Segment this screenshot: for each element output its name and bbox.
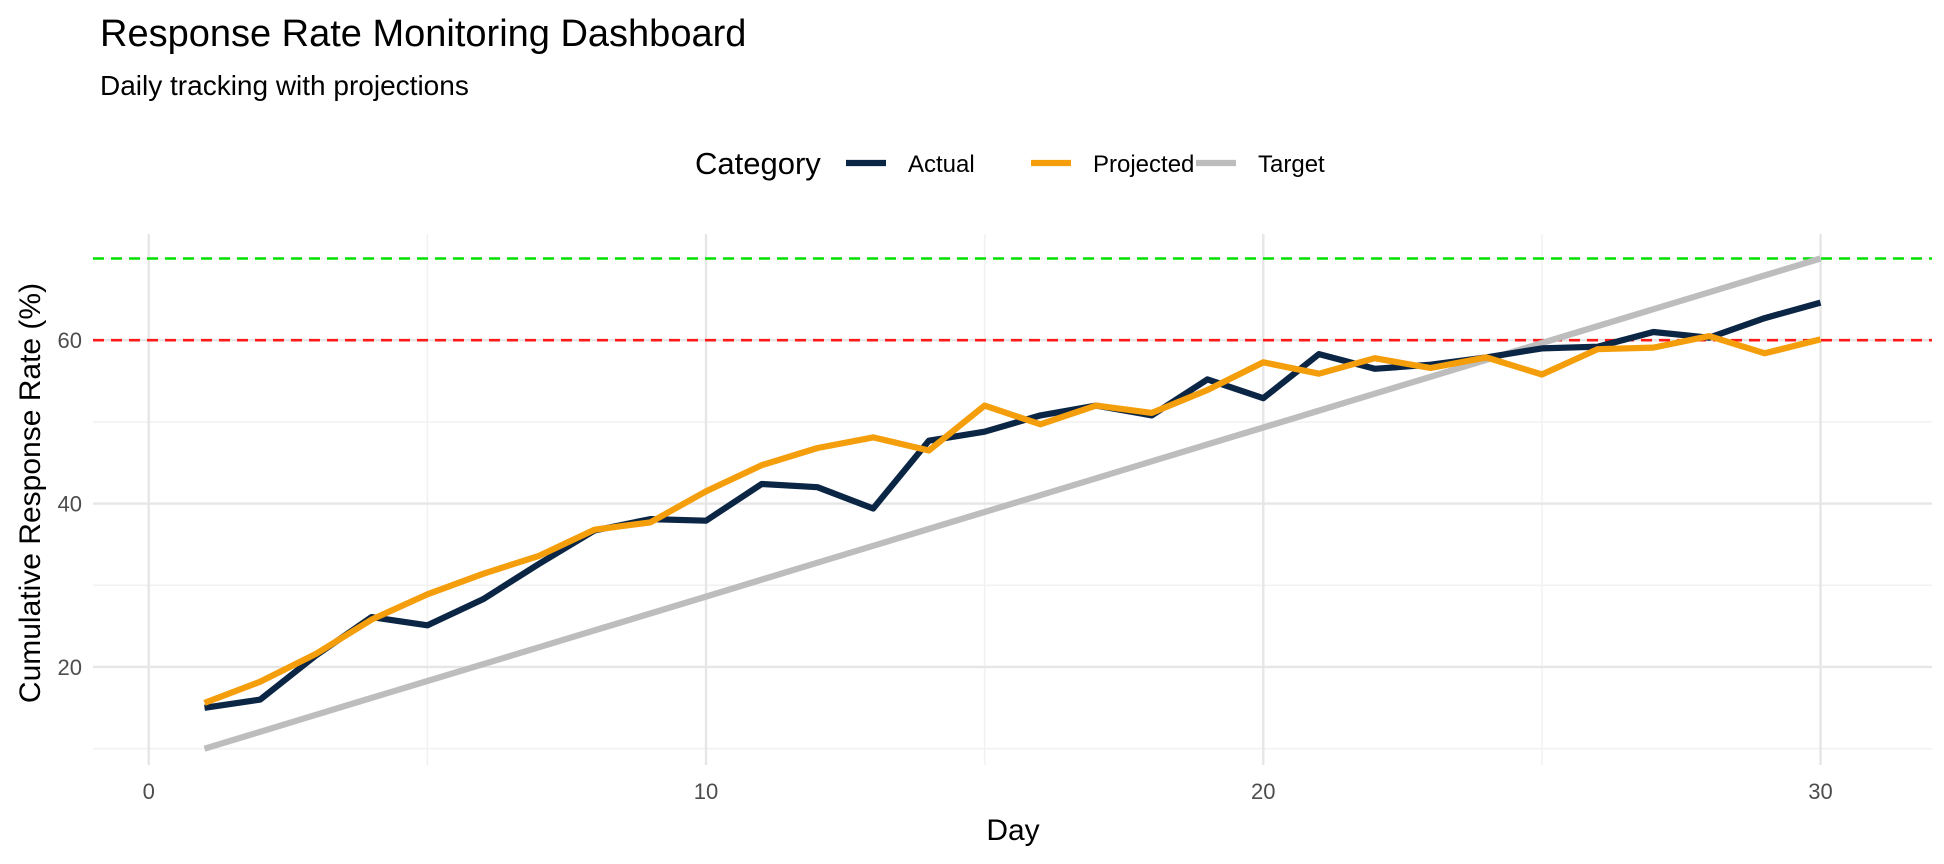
x-tick-label: 10 [694, 779, 718, 804]
legend-label-actual: Actual [908, 151, 975, 178]
x-tick-label: 30 [1808, 779, 1832, 804]
series-line-actual [204, 299, 1822, 711]
y-tick-label: 20 [58, 655, 82, 680]
grid [93, 234, 1932, 765]
x-axis-title: Day [986, 814, 1039, 847]
tick-labels: 0 10 20 30 20 40 60 [58, 328, 1833, 804]
chart-title: Response Rate Monitoring Dashboard [100, 13, 746, 55]
legend-title: Category [695, 146, 821, 181]
series-line-projected [203, 333, 1822, 706]
series-line-target [203, 255, 1822, 752]
y-tick-label: 40 [58, 492, 82, 517]
legend-label-projected: Projected [1093, 151, 1194, 178]
legend-label-target: Target [1258, 151, 1325, 178]
chart-subtitle: Daily tracking with projections [100, 70, 469, 101]
y-axis-title: Cumulative Response Rate (%) [14, 283, 47, 703]
series-group [203, 255, 1822, 752]
legend: Category Actual Projected Target [695, 146, 1325, 181]
reference-lines [93, 257, 1932, 342]
x-tick-label: 0 [143, 779, 155, 804]
y-tick-label: 60 [58, 328, 82, 353]
x-tick-label: 20 [1251, 779, 1275, 804]
